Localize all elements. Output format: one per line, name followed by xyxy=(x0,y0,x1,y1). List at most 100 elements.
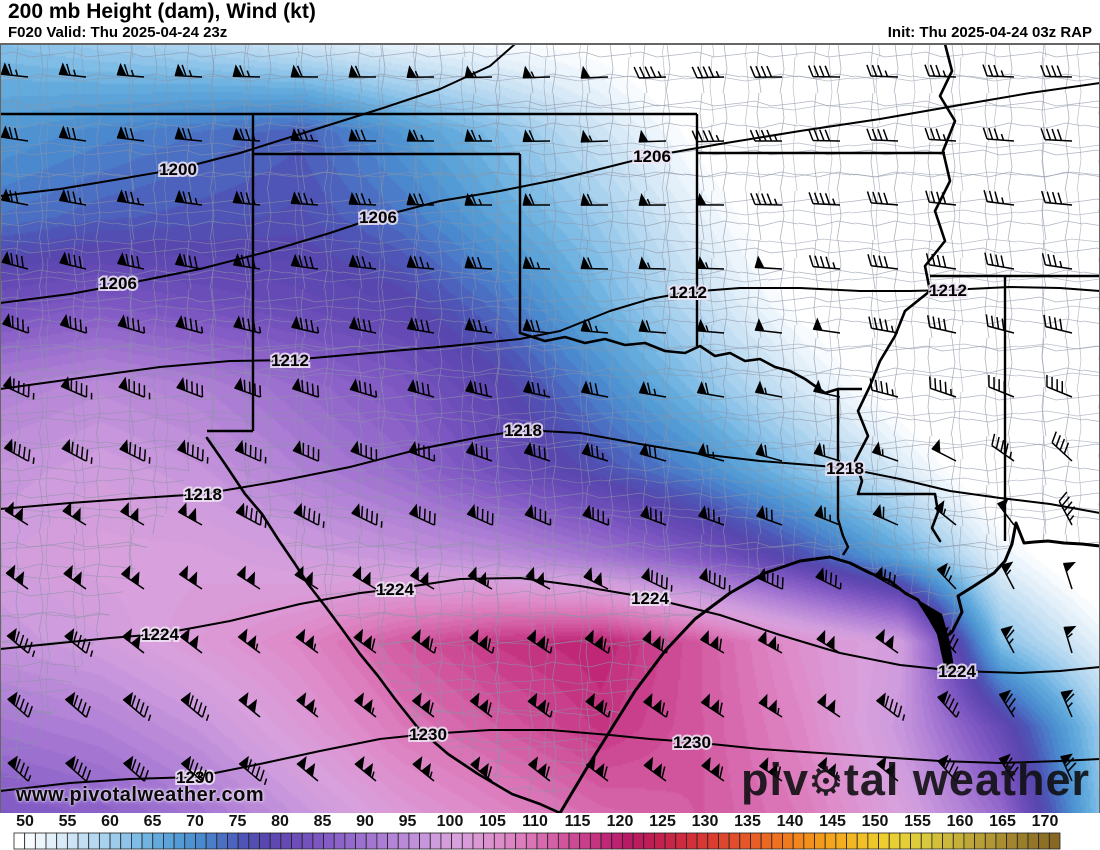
colorbar-cell xyxy=(493,832,506,850)
wind-barb xyxy=(6,627,36,658)
wind-barb xyxy=(290,128,319,142)
colorbar-cell xyxy=(995,832,1008,850)
wind-barb xyxy=(697,505,725,526)
colorbar-cell xyxy=(1048,832,1061,850)
wind-barb xyxy=(2,375,35,400)
wind-barb xyxy=(60,376,93,400)
colorbar-tick-140: 140 xyxy=(776,813,804,830)
wind-barb xyxy=(406,254,435,270)
wind-barb xyxy=(1060,689,1075,718)
wind-barb xyxy=(176,439,209,464)
wind-barb xyxy=(290,253,319,270)
colorbar-tick-145: 145 xyxy=(819,813,846,830)
map-overlay: 1200 1206 1206 1206 1212 1212 1212 1218 1218 1218… xyxy=(0,44,1100,814)
colorbar-cell xyxy=(920,832,933,850)
colorbar-cell xyxy=(323,832,335,850)
colorbar-cell xyxy=(451,832,463,850)
wind-barb xyxy=(350,440,378,462)
wind-barb xyxy=(58,62,87,78)
wind-barb xyxy=(582,504,610,526)
colorbar-cell xyxy=(312,832,324,850)
wind-barb xyxy=(983,189,1015,206)
wind-barb xyxy=(816,693,841,718)
wind-barb xyxy=(522,255,551,270)
wind-barb xyxy=(871,441,899,462)
colorbar-cell xyxy=(45,832,58,850)
wind-barb xyxy=(174,189,203,206)
wind-barb xyxy=(640,505,667,526)
colorbar-cell xyxy=(835,832,847,850)
wind-barb xyxy=(1040,190,1073,206)
colorbar-cell xyxy=(483,832,495,850)
wind-barb xyxy=(62,501,87,526)
wind-barb xyxy=(982,64,1015,78)
contour-label-1212: 1212 xyxy=(271,351,309,370)
colorbar-cell xyxy=(515,832,527,850)
wind-barb xyxy=(988,374,1015,398)
wind-barb xyxy=(1051,431,1073,462)
wind-barb xyxy=(866,191,899,206)
colorbar-cell xyxy=(355,832,367,850)
wind-barb xyxy=(998,689,1016,718)
wind-barb xyxy=(815,567,842,590)
wind-barb xyxy=(925,253,957,270)
wind-barb xyxy=(348,128,377,142)
wind-barb xyxy=(749,129,783,142)
wind-barb xyxy=(872,504,899,526)
wind-barb xyxy=(349,378,378,398)
wind-barb xyxy=(927,315,957,334)
wind-barb xyxy=(876,756,899,782)
forecast-map: 1200 1206 1206 1206 1212 1212 1212 1218 1218 1218… xyxy=(0,43,1100,814)
wind-barb xyxy=(233,315,262,334)
colorbar-cell xyxy=(728,832,741,850)
mississippi-delta xyxy=(920,601,956,680)
brand-text-left: piv xyxy=(741,754,810,805)
wind-barb xyxy=(1060,753,1077,782)
colorbar-cell xyxy=(259,832,271,850)
wind-barb xyxy=(406,65,435,78)
wind-barb xyxy=(982,127,1015,142)
colorbar-cell xyxy=(387,832,399,850)
wind-barbs xyxy=(0,62,1077,786)
wind-barb xyxy=(924,127,957,142)
colorbar-cell xyxy=(227,832,239,850)
wind-barb xyxy=(406,128,435,142)
wind-barb xyxy=(696,192,725,206)
wind-barb xyxy=(292,440,320,462)
wind-barb xyxy=(232,190,261,206)
wind-barb xyxy=(866,128,899,142)
colorbar-cell xyxy=(280,832,292,850)
colorbar-cell xyxy=(525,832,538,850)
wind-barb xyxy=(1,313,30,334)
wind-barb xyxy=(238,692,261,718)
colorbar-cell xyxy=(141,832,154,850)
colorbar-cell xyxy=(963,832,976,850)
colorbar-cell xyxy=(568,832,581,850)
wind-barb xyxy=(641,567,673,592)
wind-barb xyxy=(583,567,609,590)
colorbar-tick-115: 115 xyxy=(564,813,591,830)
colorbar-cell xyxy=(205,832,218,850)
wind-barb xyxy=(294,565,319,590)
colorbar-tick-75: 75 xyxy=(228,813,247,830)
wind-barb xyxy=(638,380,667,398)
wind-barb xyxy=(525,566,551,590)
wind-barb xyxy=(750,192,783,206)
wind-barb xyxy=(816,629,841,654)
wind-barb xyxy=(470,756,493,782)
wind-barb xyxy=(59,251,87,270)
wind-barb xyxy=(58,125,87,142)
wind-barb xyxy=(638,319,667,334)
colorbar-cell xyxy=(461,832,474,850)
wind-barb xyxy=(469,692,493,718)
colorbar-cell xyxy=(664,832,677,850)
wind-barb xyxy=(7,691,34,718)
wind-barb xyxy=(407,378,435,398)
colorbar-cell xyxy=(856,832,869,850)
colorbar-cell xyxy=(718,832,730,850)
wind-barb xyxy=(522,129,551,143)
wind-barb xyxy=(117,314,146,334)
colorbar-tick-135: 135 xyxy=(734,813,761,830)
contour-label-1224: 1224 xyxy=(631,589,669,608)
wind-barb xyxy=(1040,128,1073,142)
